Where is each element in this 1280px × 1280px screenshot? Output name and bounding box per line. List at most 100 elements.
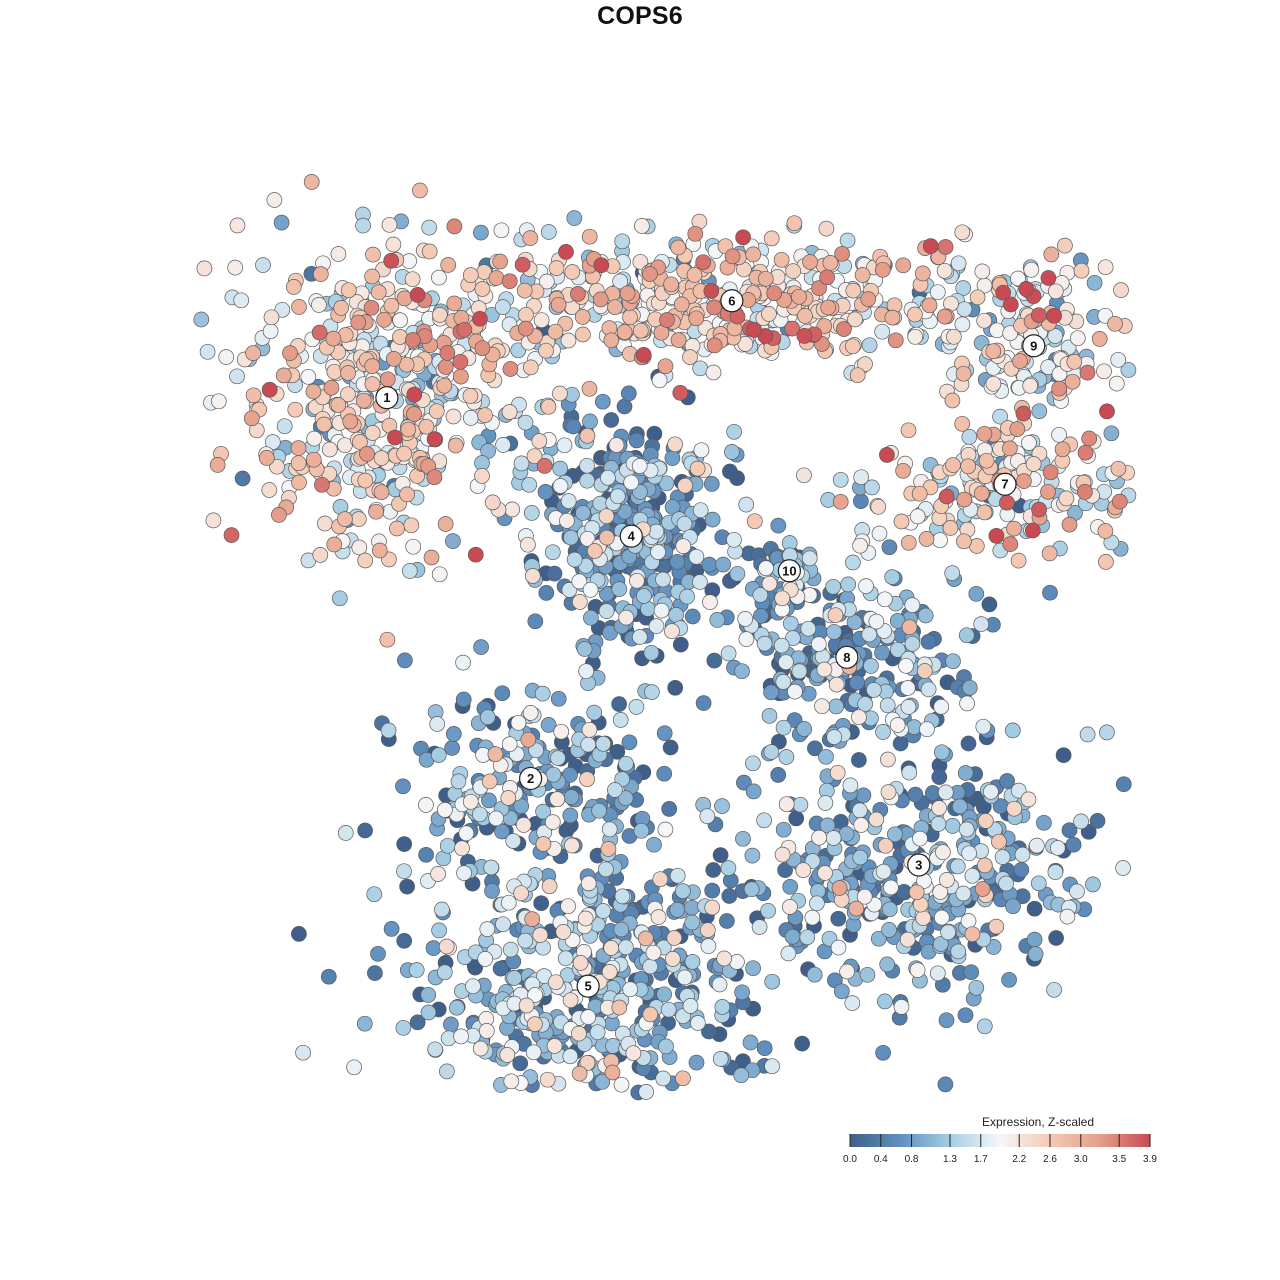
cell-point [1026,931,1043,948]
cell-point [229,368,245,385]
cell-point [481,773,498,790]
cell-point [528,742,544,759]
cluster-label-5: 5 [576,974,600,998]
cell-point [887,332,904,349]
cell-point [586,543,603,559]
cell-point [668,607,684,623]
cell-point [437,802,453,818]
cell-point [704,882,721,899]
cell-point [255,257,271,273]
cell-point [455,691,472,708]
cell-point [520,536,536,553]
cell-point [591,802,607,819]
cell-point [418,797,434,813]
cell-point [333,300,350,316]
cell-point [952,798,968,815]
cell-point [1005,898,1021,915]
cell-point [282,345,298,361]
cell-point [456,865,472,881]
cell-point [828,676,845,693]
cell-point [421,243,438,260]
cell-point [1020,791,1037,808]
cell-point [1110,351,1127,368]
cell-point [1040,270,1057,286]
cluster-labels-layer: 1 2 3 4 5 6 7 8 9 10 [375,289,1046,998]
cell-point [320,968,337,985]
chart-title: COPS6 [597,2,683,30]
cell-point [851,802,868,819]
cell-point [340,386,356,403]
cell-point [613,921,630,938]
cell-point [1097,259,1114,276]
cell-point [716,950,733,967]
cell-point [652,871,669,888]
cell-point [918,531,935,547]
cell-point [364,425,381,441]
cluster-label-badge [375,386,399,410]
cell-point [196,260,213,277]
cell-point [522,359,539,376]
cell-point [999,773,1015,789]
cell-point [622,309,638,326]
cell-point [714,798,730,814]
cell-point [618,755,634,772]
cell-point [501,273,518,290]
cell-point [726,531,742,548]
cell-point [535,836,552,852]
cell-point [1031,501,1047,518]
cell-point [494,299,511,315]
cell-point [401,563,418,579]
cell-point [488,810,504,827]
cell-point [575,505,591,521]
cell-point [209,457,226,473]
cell-point [664,623,680,640]
cell-point [770,767,787,783]
cell-point [494,823,510,840]
cluster-label-text: 7 [1001,477,1008,492]
cell-point [859,966,876,983]
cell-point [514,256,531,273]
cluster-label-badge [993,472,1017,496]
cell-point [1025,456,1042,472]
cell-point [706,337,723,354]
cell-point [938,488,955,505]
cell-point [598,861,614,878]
cell-point [425,940,442,956]
cell-point [366,886,383,903]
cell-point [400,421,417,438]
cell-point [766,285,783,302]
cell-point [600,841,617,857]
cell-point [274,301,291,318]
cell-point [604,1064,621,1081]
cell-point [963,964,980,981]
cell-point [704,899,721,916]
cell-point [785,630,801,647]
cell-point [676,969,693,986]
cell-point [646,836,662,853]
cell-point [518,306,534,323]
cell-point [934,744,950,761]
cell-point [715,556,732,573]
cell-point [1004,722,1021,739]
cell-point [849,674,865,691]
cell-point [1110,460,1127,477]
cell-point [431,269,447,286]
cell-point [506,970,523,986]
cell-point [703,283,720,299]
cell-point [1061,822,1078,839]
cell-point [601,821,618,838]
cell-point [844,995,861,1011]
cell-point [956,533,972,550]
cell-point [1077,444,1094,461]
cell-point [868,811,885,828]
cell-point [904,597,921,613]
cell-point [976,504,993,521]
cell-point [1077,484,1093,500]
cell-point [616,324,633,340]
cell-point [492,253,508,270]
cell-point [383,252,400,269]
cell-point [818,220,835,237]
cell-point [1120,362,1137,378]
cell-point [907,328,924,345]
cell-point [879,697,896,714]
